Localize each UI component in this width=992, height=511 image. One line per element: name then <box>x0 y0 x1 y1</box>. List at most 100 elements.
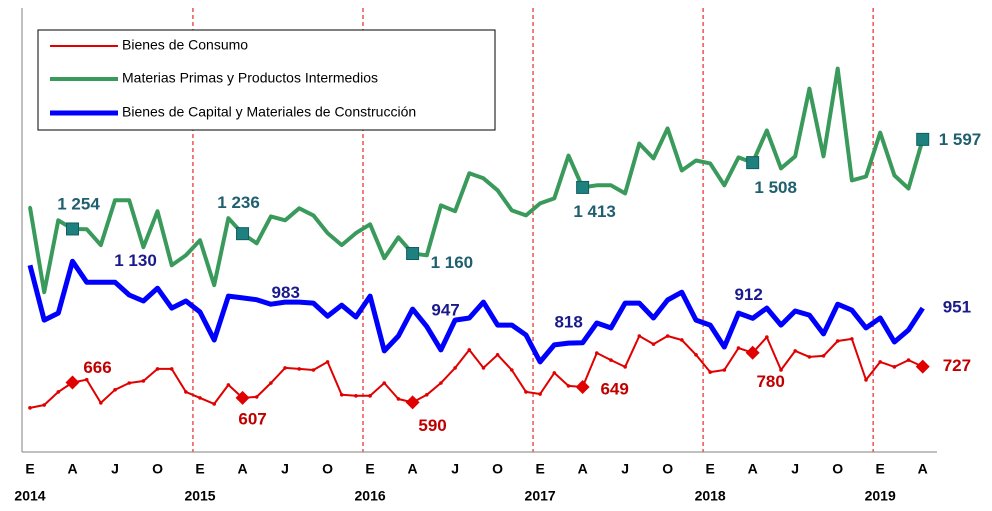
point <box>269 214 273 218</box>
point-marker <box>746 156 760 170</box>
point <box>42 290 46 294</box>
x-tick-label: J <box>621 461 629 477</box>
data-label: 590 <box>418 416 446 435</box>
data-label: 607 <box>238 409 266 428</box>
point-marker <box>405 395 420 410</box>
x-tick-label: J <box>791 461 799 477</box>
x-tick-label: O <box>152 461 163 477</box>
point <box>85 227 89 231</box>
data-label: 1 254 <box>57 194 100 213</box>
year-label: 2019 <box>865 488 896 504</box>
point <box>467 348 472 352</box>
data-label: 947 <box>431 301 459 320</box>
point <box>665 334 670 338</box>
legend-label: Materias Primas y Productos Intermedios <box>122 70 378 86</box>
point <box>595 351 599 355</box>
point-marker <box>575 379 590 394</box>
point <box>226 383 231 387</box>
x-tick-label: E <box>876 461 885 477</box>
point <box>878 360 882 364</box>
point-marker <box>235 390 250 405</box>
legend-label: Bienes de Consumo <box>122 37 248 53</box>
point-marker <box>65 375 80 390</box>
legend-label: Bienes de Capital y Materiales de Constr… <box>122 104 416 120</box>
point <box>170 263 174 267</box>
point <box>113 388 117 392</box>
point <box>509 368 514 372</box>
point <box>439 203 443 207</box>
point <box>99 243 103 247</box>
x-tick-label: A <box>578 461 588 477</box>
point <box>637 334 642 338</box>
point <box>623 191 627 195</box>
point <box>694 159 698 163</box>
point <box>651 156 655 160</box>
point <box>892 173 896 177</box>
point <box>793 154 797 158</box>
point <box>28 406 32 410</box>
point <box>156 209 160 213</box>
point <box>595 183 599 187</box>
point <box>708 161 712 165</box>
x-tick-label: A <box>237 461 247 477</box>
point <box>339 393 344 397</box>
point <box>368 222 372 226</box>
data-label: 666 <box>83 358 111 377</box>
data-label: 818 <box>554 312 582 331</box>
point <box>424 393 429 397</box>
point <box>212 283 216 287</box>
point <box>255 241 259 245</box>
point <box>566 154 570 158</box>
point <box>382 381 387 385</box>
x-tick-label: E <box>705 461 714 477</box>
point <box>765 335 769 339</box>
point <box>297 206 301 210</box>
point-marker <box>915 359 930 374</box>
data-label: 1 236 <box>217 193 260 212</box>
point <box>141 379 146 383</box>
x-tick-label: E <box>535 461 544 477</box>
point <box>906 358 911 362</box>
point <box>481 366 486 370</box>
point <box>779 166 783 170</box>
year-label: 2015 <box>184 488 215 504</box>
point <box>439 381 443 385</box>
point <box>467 171 471 175</box>
point <box>354 231 358 235</box>
point <box>878 131 882 135</box>
point <box>821 354 826 358</box>
point <box>496 188 500 192</box>
data-label: 1 413 <box>573 202 616 221</box>
point <box>708 370 712 374</box>
point <box>99 401 103 405</box>
point-marker <box>576 180 590 194</box>
point <box>850 337 854 341</box>
point <box>155 367 160 371</box>
year-label: 2018 <box>695 488 726 504</box>
point <box>779 368 783 372</box>
point <box>269 381 273 385</box>
point <box>113 198 117 202</box>
x-tick-label: E <box>25 461 34 477</box>
point <box>56 390 61 394</box>
point <box>368 394 372 398</box>
point <box>254 395 259 399</box>
x-tick-label: O <box>662 461 673 477</box>
point <box>56 218 60 222</box>
point <box>538 392 542 396</box>
point <box>680 168 684 172</box>
point <box>198 396 202 400</box>
point-marker <box>406 247 420 261</box>
point <box>737 155 740 159</box>
point <box>510 208 514 212</box>
point-marker <box>66 222 80 236</box>
point <box>892 365 897 369</box>
point <box>651 342 656 346</box>
x-tick-label: A <box>918 461 928 477</box>
point <box>793 349 797 353</box>
data-label: 1 160 <box>431 253 474 272</box>
year-label: 2014 <box>14 488 45 504</box>
point-marker <box>745 345 760 360</box>
point <box>666 126 670 130</box>
point <box>141 245 145 249</box>
